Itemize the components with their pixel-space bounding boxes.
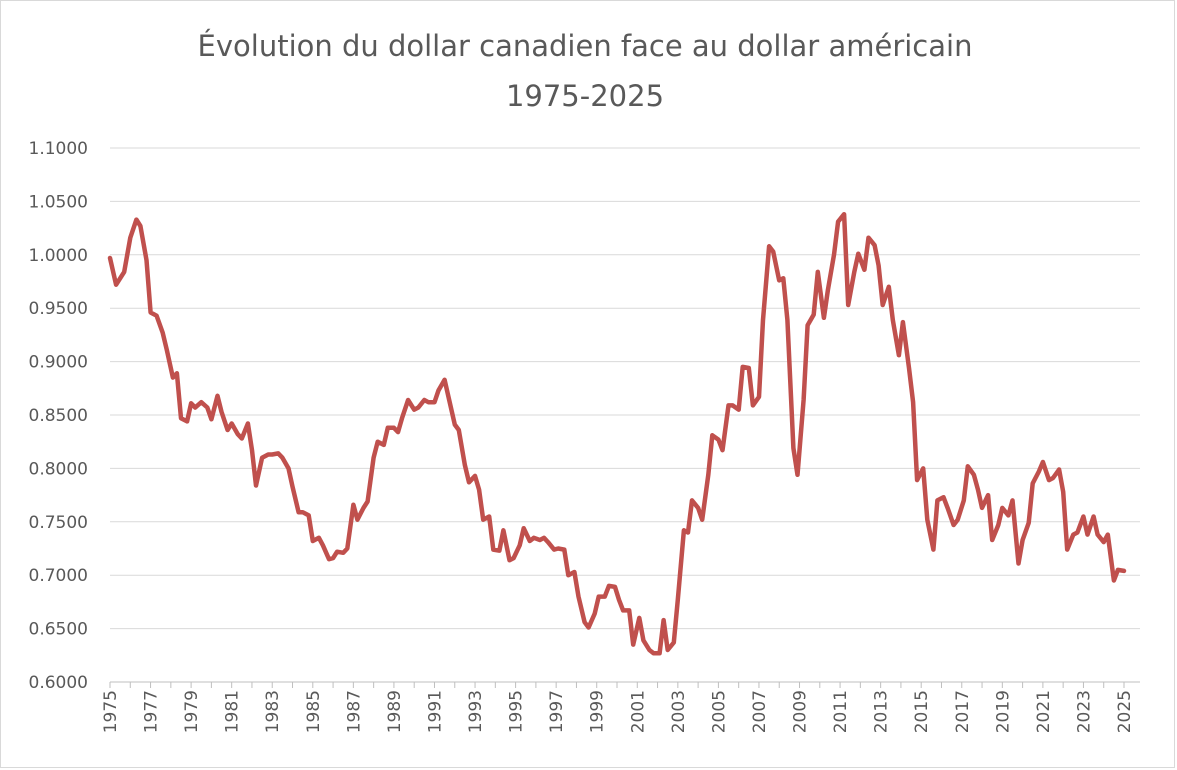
x-tick-label: 1979	[182, 690, 202, 733]
y-tick-label: 1.0000	[29, 246, 88, 266]
chart-title-line-1: Évolution du dollar canadien face au dol…	[198, 29, 973, 63]
x-tick-label: 1997	[547, 690, 567, 733]
x-tick-label: 2011	[831, 690, 851, 733]
x-tick-label: 1995	[507, 690, 527, 733]
y-tick-label: 1.1000	[29, 139, 88, 159]
x-tick-label: 1999	[588, 690, 608, 733]
x-tick-label: 2005	[709, 690, 729, 733]
x-tick-label: 1993	[466, 690, 486, 733]
x-tick-label: 2003	[669, 690, 689, 733]
x-tick-label: 2019	[993, 690, 1013, 733]
y-tick-label: 0.9500	[29, 299, 88, 319]
y-tick-label: 0.9000	[29, 353, 88, 373]
y-tick-label: 0.6000	[29, 673, 88, 693]
y-tick-label: 0.8000	[29, 459, 88, 479]
y-tick-label: 0.6500	[29, 620, 88, 640]
y-tick-label: 0.8500	[29, 406, 88, 426]
chart-title-line-2: 1975-2025	[506, 79, 664, 113]
y-tick-label: 0.7500	[29, 513, 88, 533]
x-tick-label: 2021	[1034, 690, 1054, 733]
x-tick-label: 1991	[425, 690, 445, 733]
x-tick-label: 1989	[385, 690, 405, 733]
x-tick-label: 2009	[791, 690, 811, 733]
x-tick-label: 1985	[304, 690, 324, 733]
x-tick-label: 2023	[1074, 690, 1094, 733]
x-tick-label: 1977	[142, 690, 162, 733]
x-tick-label: 1983	[263, 690, 283, 733]
x-tick-label: 1975	[101, 690, 121, 733]
y-tick-label: 1.0500	[29, 192, 88, 212]
x-tick-label: 2017	[953, 690, 973, 733]
x-tick-label: 1987	[344, 690, 364, 733]
x-tick-label: 2001	[628, 690, 648, 733]
x-tick-label: 2025	[1115, 690, 1135, 733]
x-tick-label: 2013	[872, 690, 892, 733]
y-tick-label: 0.7000	[29, 566, 88, 586]
x-tick-label: 2015	[912, 690, 932, 733]
x-tick-label: 1981	[223, 690, 243, 733]
series-line	[107, 211, 1127, 656]
x-tick-label: 2007	[750, 690, 770, 733]
